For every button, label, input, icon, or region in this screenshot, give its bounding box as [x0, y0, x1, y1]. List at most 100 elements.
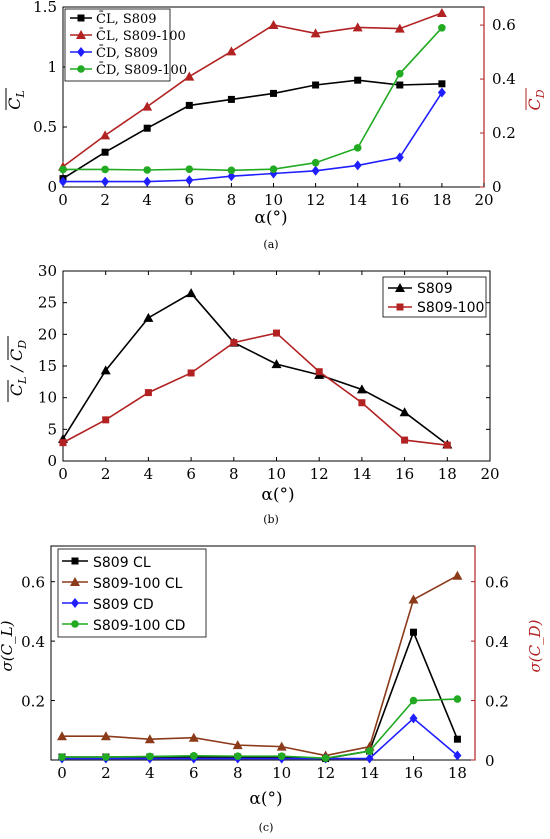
- data-point-a3-9: [438, 23, 446, 32]
- x-tick-label-c-8: 16: [404, 764, 423, 782]
- legend-b: S809 S809-100: [382, 276, 487, 318]
- y-axis-label-b-text: CL / CD: [7, 340, 29, 396]
- legend-label-c-0: S809 CL: [93, 555, 151, 571]
- data-point-b0-2: [143, 312, 154, 322]
- x-tick-label-b-9: 18: [438, 465, 457, 483]
- y-axis-label-b: CL / CD: [7, 336, 29, 402]
- series-line-b1: [62, 332, 448, 446]
- legend-c: S809 CL S809-100 CL S809 CD S809-100 CD: [57, 548, 207, 638]
- data-point-a0-8: [396, 81, 404, 89]
- x-tick-label-a-8: 16: [390, 191, 409, 209]
- data-point-b1-3: [187, 369, 195, 377]
- y-axis-label-a-text: CL: [5, 90, 27, 110]
- legend-label-b-0: S809: [417, 281, 453, 297]
- data-point-c3-3: [189, 752, 198, 760]
- x-tick-label-a-7: 14: [348, 191, 367, 209]
- data-point-c0-8: [409, 628, 417, 636]
- y-tick-label-a-0: 0: [47, 178, 57, 196]
- series-line-b0: [62, 292, 448, 446]
- data-point-a1-3: [184, 71, 195, 81]
- legend-marker-a-3: [77, 65, 85, 73]
- y-tick-label-b-4: 20: [38, 325, 57, 343]
- legend-marker-a-0: [77, 14, 85, 22]
- data-point-a1-9: [436, 8, 447, 17]
- series-line-c1: [61, 575, 458, 757]
- y-right-tick-label-a-3: 0.6: [492, 16, 516, 34]
- y-tick-label-c-0: 0.2: [21, 693, 45, 711]
- x-axis-label-c: α(°): [249, 789, 282, 809]
- y-right-tick-label-a-1: 0.2: [492, 124, 516, 142]
- data-point-a1-5: [268, 20, 279, 29]
- data-point-b1-0: [59, 439, 67, 447]
- data-point-a0-1: [101, 148, 109, 156]
- y-right-tick-label-a-2: 0.4: [492, 70, 516, 88]
- x-tick-label-a-6: 12: [306, 191, 325, 209]
- data-point-a3-8: [396, 69, 404, 78]
- x-tick-label-a-5: 10: [264, 191, 283, 209]
- data-point-a3-6: [311, 158, 320, 167]
- y-tick-label-a-1: 0.5: [33, 118, 57, 136]
- legend-box-c: [57, 548, 207, 638]
- x-tick-label-b-2: 4: [144, 465, 154, 483]
- data-point-c1-8: [408, 594, 419, 604]
- y-tick-label-b-1: 5: [47, 420, 57, 438]
- y-tick-label-b-6: 30: [38, 262, 57, 280]
- data-point-a2-4: [227, 171, 236, 182]
- legend-marker-b-0: [395, 283, 405, 292]
- x-tick-label-c-9: 18: [448, 764, 467, 782]
- data-point-a3-1: [101, 165, 109, 174]
- data-point-b0-7: [356, 384, 367, 394]
- y-tick-label-b-2: 10: [38, 389, 57, 407]
- y-tick-label-b-3: 15: [38, 357, 57, 375]
- chart-b: 0 2 4 6 8 10 12 14 16 18 20 0 5 10 15 20 25 30 α(°) CL / CD…: [7, 262, 500, 526]
- x-tick-label-b-0: 0: [58, 465, 68, 483]
- data-point-b1-8: [401, 436, 409, 444]
- x-tick-label-b-4: 8: [229, 465, 239, 483]
- data-point-c3-8: [409, 696, 418, 705]
- legend-label-c-3: S809-100 CD: [93, 618, 185, 634]
- series-line-a0: [62, 79, 442, 180]
- data-point-b1-4: [230, 339, 238, 347]
- data-point-a1-4: [226, 46, 237, 56]
- x-tick-label-b-6: 12: [310, 465, 329, 483]
- data-point-a2-2: [143, 176, 152, 187]
- data-point-c3-7: [365, 747, 374, 755]
- x-tick-label-a-1: 2: [100, 191, 110, 209]
- data-point-a0-2: [143, 124, 151, 132]
- data-point-a1-8: [394, 23, 405, 33]
- data-point-a3-0: [59, 165, 67, 174]
- x-tick-label-a-10: 20: [474, 191, 493, 209]
- data-point-c1-9: [452, 570, 463, 580]
- legend-marker-c-1: [70, 577, 80, 586]
- data-point-c2-8: [409, 713, 418, 724]
- x-tick-label-b-1: 2: [101, 465, 111, 483]
- x-tick-label-a-9: 18: [432, 191, 451, 209]
- data-point-a2-6: [311, 165, 320, 176]
- y-right-axis-label-a-text: CD: [525, 89, 547, 110]
- y-right-tick-label-c-0: 0: [485, 752, 495, 770]
- data-point-c3-2: [146, 752, 154, 761]
- legend-label-a-2: C̄D, S809: [96, 45, 158, 61]
- legend-label-c-1: S809-100 CL: [93, 576, 183, 592]
- data-point-a0-6: [312, 81, 320, 89]
- legend-label-a-1: C̄L, S809-100: [96, 28, 186, 44]
- x-tick-label-c-3: 6: [189, 764, 199, 782]
- data-point-a0-7: [354, 76, 362, 84]
- x-tick-label-c-2: 4: [145, 764, 155, 782]
- data-point-c3-9: [453, 695, 462, 703]
- data-point-a3-3: [185, 165, 194, 173]
- x-tick-label-c-7: 14: [360, 764, 379, 782]
- data-point-b1-7: [358, 399, 366, 407]
- caption-b: (b): [263, 513, 279, 526]
- y-right-tick-label-c-2: 0.4: [485, 633, 509, 651]
- y-axis-label-c-text: σ(C_L): [0, 620, 16, 671]
- legend-label-b-1: S809-100: [417, 300, 484, 316]
- data-point-c2-7: [365, 753, 374, 764]
- data-point-b1-1: [102, 416, 110, 424]
- x-tick-label-a-2: 4: [142, 191, 152, 209]
- data-point-b0-3: [186, 288, 197, 298]
- data-point-a2-0: [59, 176, 67, 187]
- x-tick-label-c-4: 8: [233, 764, 243, 782]
